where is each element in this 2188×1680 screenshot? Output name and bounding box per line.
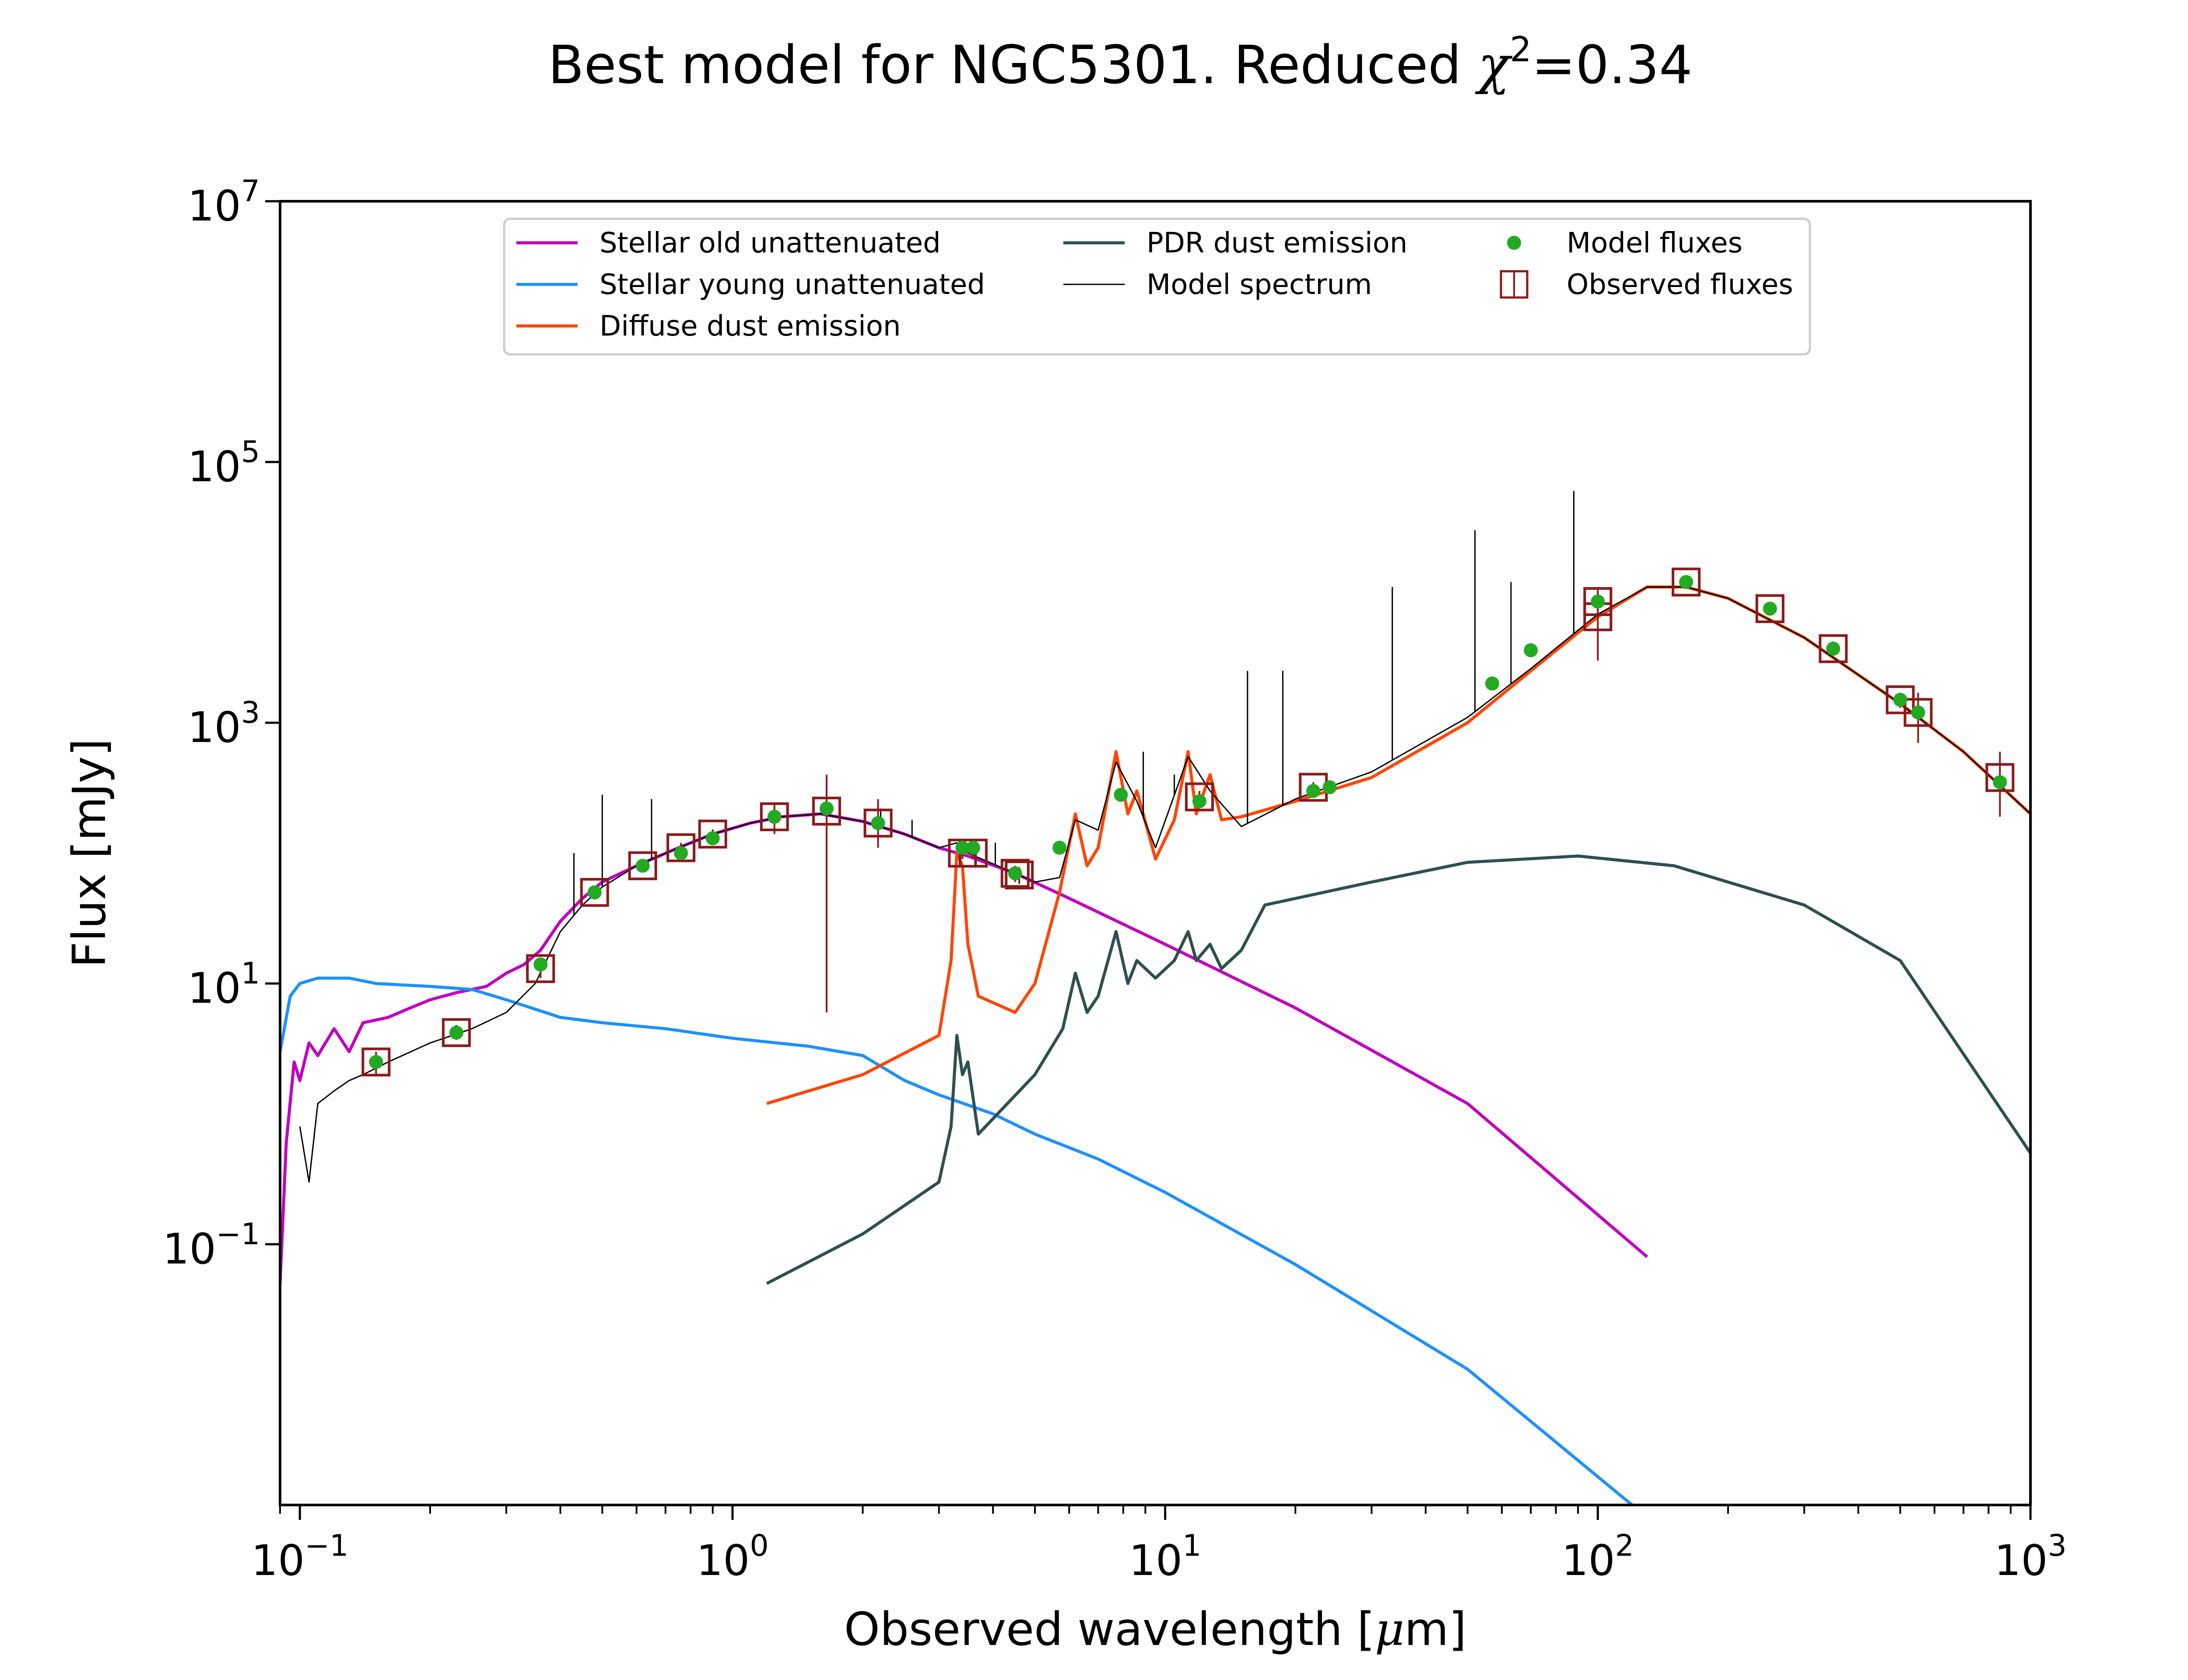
model-flux-point (1911, 705, 1925, 720)
y-tick-label: 105 (188, 435, 260, 491)
model-flux-point (1485, 676, 1499, 691)
marker-layer (361, 567, 2015, 1077)
model-flux-point (1591, 595, 1605, 609)
legend-label: Model fluxes (1567, 227, 1743, 259)
observed-flux-square (361, 1047, 391, 1077)
legend-swatch (1507, 236, 1521, 250)
model-flux-point (955, 840, 970, 855)
observed-flux-square (1583, 587, 1613, 616)
observed-flux-square (1904, 698, 1933, 727)
y-tick-label: 107 (188, 174, 260, 231)
model-flux-point (966, 840, 980, 855)
series-line-stellar-young-unattenuated (280, 976, 1633, 1505)
model-flux-point (1192, 794, 1206, 808)
model-flux-point (1763, 602, 1777, 616)
model-flux-point (819, 801, 834, 816)
model-flux-point (1993, 775, 2007, 789)
model-flux-point (1008, 866, 1022, 881)
axis-ticks: 10−1 100 101 102 103 10−1 101 103 105 107 (163, 174, 2067, 1585)
legend-label: PDR dust emission (1147, 227, 1407, 259)
observed-flux-square (1185, 782, 1214, 812)
chart-title: Best model for NGC5301. Reduced χ2=0.34 (548, 30, 1692, 96)
legend-item-stellar-old-unattenuated: Stellar old unattenuated (516, 227, 941, 259)
model-flux-point (1524, 643, 1538, 658)
observed-flux-square (1819, 634, 1848, 663)
x-tick-label: 10−1 (251, 1529, 348, 1585)
legend-item-model-fluxes: Model fluxes (1507, 227, 1743, 259)
legend-item-stellar-young-unattenuated: Stellar young unattenuated (516, 269, 985, 301)
observed-flux-square (698, 819, 727, 849)
model-flux-point (871, 816, 885, 830)
model-flux-point (1893, 693, 1907, 707)
observed-flux-square (580, 878, 609, 907)
model-flux-point (705, 831, 720, 846)
x-tick-label: 102 (1562, 1529, 1634, 1585)
series-line-pdr-dust-emission (766, 854, 2030, 1285)
model-flux-point (1322, 780, 1337, 794)
legend-item-diffuse-dust-emission: Diffuse dust emission (516, 310, 901, 343)
y-axis-label: Flux [mJy] (63, 738, 116, 968)
y-tick-label: 103 (188, 696, 260, 752)
legend-label: Diffuse dust emission (600, 310, 901, 343)
model-flux-point (1679, 575, 1694, 589)
model-flux-point (533, 957, 548, 972)
observed-flux-square (1672, 567, 1701, 597)
plot-area (280, 491, 2030, 1505)
x-axis-label: Observed wavelength [μm] (844, 1603, 1466, 1656)
x-tick-label: 100 (696, 1529, 768, 1585)
observed-flux-square (526, 954, 555, 984)
observed-flux-square (628, 851, 657, 880)
observed-flux-square (1000, 859, 1030, 888)
observed-flux-square (1985, 763, 2015, 792)
plot-frame (279, 200, 2032, 1506)
model-flux-point (1114, 788, 1128, 802)
model-flux-point (587, 885, 602, 900)
observed-flux-square (1005, 860, 1034, 889)
model-flux-point (1052, 840, 1067, 855)
legend-label: Observed fluxes (1567, 269, 1793, 301)
model-flux-point (1306, 784, 1321, 798)
y-tick-label: 101 (188, 956, 260, 1013)
observed-flux-square (666, 833, 696, 862)
observed-flux-square (863, 808, 893, 838)
y-tick-label: 10−1 (163, 1217, 260, 1274)
observed-flux-square (760, 802, 789, 831)
x-tick-label: 101 (1129, 1529, 1201, 1585)
x-tick-label: 103 (1994, 1529, 2066, 1585)
legend-frame (503, 217, 1811, 356)
observed-flux-square (812, 796, 841, 826)
model-flux-point (449, 1026, 463, 1040)
model-flux-point (635, 858, 650, 873)
model-flux-point (767, 809, 782, 824)
model-flux-point (369, 1055, 383, 1069)
model-flux-point (674, 846, 688, 860)
observed-flux-square (1755, 594, 1785, 623)
legend-label: Stellar young unattenuated (600, 269, 985, 301)
legend: Stellar old unattenuated Stellar young un… (503, 217, 1811, 356)
legend-item-model-spectrum: Model spectrum (1063, 269, 1372, 301)
observed-flux-square (442, 1018, 471, 1047)
legend-label: Stellar old unattenuated (600, 227, 941, 259)
legend-item-observed-fluxes: Observed fluxes (1500, 269, 1793, 301)
legend-item-pdr-dust-emission: PDR dust emission (1063, 227, 1407, 259)
legend-label: Model spectrum (1147, 269, 1372, 301)
model-flux-point (1826, 641, 1841, 656)
